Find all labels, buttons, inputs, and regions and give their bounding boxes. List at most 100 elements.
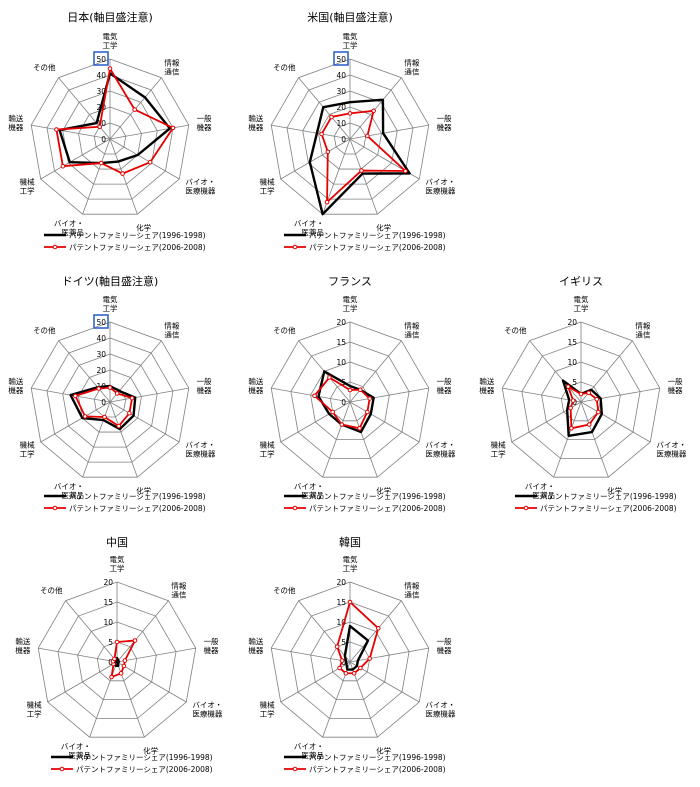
category-label: バイオ・: [425, 178, 455, 187]
legend-marker: [523, 505, 529, 511]
category-label: 工学: [343, 40, 358, 50]
tick-label: 0: [341, 135, 346, 144]
series-point: [54, 127, 59, 132]
grid-spoke: [580, 401, 609, 478]
legend-label: パテントファミリーシェア(2006-2008): [69, 504, 206, 513]
category-label: 一般: [197, 113, 212, 123]
grid-spoke: [298, 77, 351, 140]
category-label: 通信: [171, 589, 186, 599]
series-point: [116, 423, 122, 429]
series-point: [586, 422, 592, 427]
category-label: 機器: [204, 645, 219, 655]
grid-spoke: [58, 340, 111, 403]
legend-label: パテントファミリーシェア(1996-1998): [69, 492, 206, 501]
series-point: [98, 160, 104, 166]
legend-label: パテントファミリーシェア(1996-1998): [76, 753, 213, 762]
legend-label: パテントファミリーシェア(2006-2008): [309, 504, 446, 513]
category-label: 工学: [27, 709, 42, 719]
category-label: バイオ・: [425, 441, 455, 450]
category-label: 化学: [376, 222, 391, 232]
category-label: 化学: [136, 485, 151, 495]
grid-ring: [290, 601, 410, 719]
grid-spoke: [116, 647, 196, 663]
category-label: 化学: [143, 745, 158, 755]
category-label: 情報: [164, 57, 179, 67]
tick-label: 40: [336, 71, 346, 80]
category-label: 機械: [27, 700, 42, 710]
tick-label: 5: [341, 638, 346, 647]
chart-title: イギリス: [559, 275, 603, 288]
category-label: 工学: [491, 449, 506, 459]
category-label: その他: [33, 325, 56, 335]
axis-scale-highlight-box: [333, 51, 349, 66]
category-label: 電気: [103, 294, 118, 304]
category-label: バイオ・: [525, 482, 555, 491]
series-point: [118, 670, 124, 676]
chart-title: 米国(軸目盛注意): [307, 10, 393, 24]
category-label: 工学: [343, 563, 358, 573]
category-label: 機器: [437, 645, 452, 655]
grid-spoke: [40, 401, 111, 443]
chart-title: ドイツ(軸目盛注意): [62, 274, 159, 288]
series-point: [327, 375, 332, 380]
grid-spoke: [280, 401, 351, 443]
tick-label: 20: [103, 578, 113, 587]
category-label: 電気: [343, 294, 358, 304]
category-label: 機械: [20, 440, 35, 450]
category-label: 機械: [260, 700, 275, 710]
category-label: 情報: [404, 580, 419, 590]
category-label: 医薬品: [532, 490, 555, 500]
radar-chart-japan: 日本(軸目盛注意) 0 10 20 30 40 50 電気 工学 情報 通信 一般 機器 バイオ・ 医療機器…: [0, 0, 233, 265]
category-label: バイオ・: [54, 219, 84, 228]
category-label: 輸送: [8, 113, 23, 123]
category-label: 通信: [164, 66, 179, 76]
series-point: [578, 391, 584, 397]
legend-label: パテントファミリーシェア(2006-2008): [309, 765, 446, 774]
grid-ring: [318, 106, 382, 170]
category-label: 化学: [376, 745, 391, 755]
grid-ring: [93, 122, 127, 155]
series-point: [114, 639, 120, 645]
grid-spoke: [82, 138, 111, 215]
tick-label: 50: [96, 318, 106, 327]
category-label: バイオ・: [425, 701, 455, 710]
series-point: [325, 149, 331, 155]
category-label: その他: [504, 325, 527, 335]
series-point: [357, 426, 362, 431]
category-label: 機械: [20, 177, 35, 187]
category-label: 機器: [197, 385, 212, 395]
series-line: [343, 624, 370, 671]
series-point: [359, 168, 364, 173]
tick-label: 15: [103, 598, 113, 607]
series-point: [347, 111, 353, 116]
category-label: 機器: [248, 385, 263, 395]
category-label: その他: [273, 585, 296, 595]
series-point: [114, 391, 120, 396]
category-label: 工学: [103, 303, 118, 313]
category-label: 電気: [343, 554, 358, 564]
grid-ring: [329, 641, 371, 682]
category-label: 電気: [103, 31, 118, 41]
series-point: [568, 405, 573, 411]
tick-label: 40: [96, 71, 106, 80]
tick-label: 15: [336, 598, 346, 607]
category-label: 通信: [404, 589, 419, 599]
series-line: [308, 98, 411, 216]
category-label: 一般: [668, 376, 684, 386]
series-point: [121, 663, 127, 669]
series-line: [561, 379, 603, 438]
series-point: [109, 674, 114, 680]
series-point: [569, 426, 574, 431]
grid-ring: [270, 58, 430, 215]
category-label: バイオ・: [54, 482, 84, 491]
grid-spoke: [271, 387, 351, 403]
category-label: 電気: [343, 31, 358, 41]
series-line: [336, 601, 380, 675]
series-point: [319, 131, 324, 137]
grid-spoke: [271, 124, 351, 140]
grid-spoke: [349, 124, 429, 140]
series-point: [367, 656, 372, 661]
chart-title: フランス: [328, 275, 372, 288]
tick-label: 30: [336, 87, 346, 96]
category-label: 機器: [479, 385, 494, 395]
